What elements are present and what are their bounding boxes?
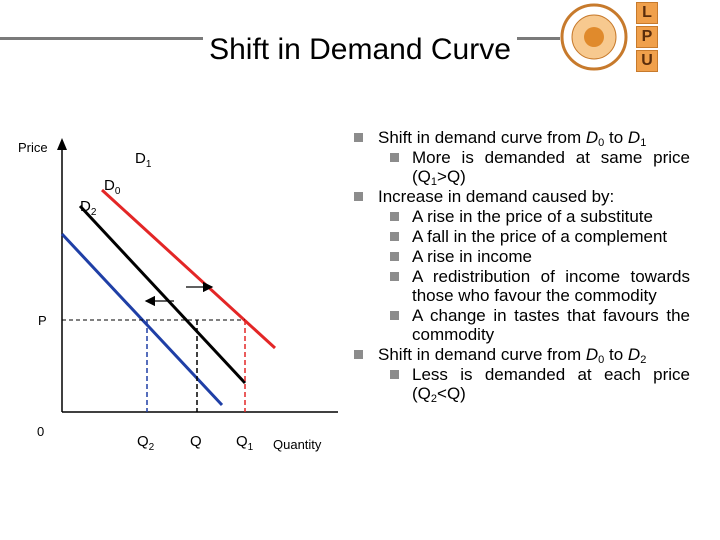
bullet-text: Shift in demand curve from bbox=[378, 128, 586, 147]
sub-bullet-item: A change in tastes that favours the comm… bbox=[350, 306, 690, 344]
label-q: Q bbox=[190, 433, 202, 450]
bullet-text: 2 bbox=[430, 393, 438, 405]
logo-letter-u: U bbox=[636, 50, 658, 72]
lpu-letters: L P U bbox=[636, 2, 658, 74]
bullet-marker-icon bbox=[390, 252, 399, 261]
bullet-text: Less is demanded at each price (Q bbox=[412, 365, 690, 403]
bullet-text: >Q) bbox=[437, 167, 466, 186]
bullet-item: Increase in demand caused by: bbox=[350, 187, 690, 206]
bullet-text: D bbox=[627, 345, 641, 364]
bullet-text: A rise in the price of a substitute bbox=[412, 207, 653, 226]
label-d1: D1 bbox=[135, 150, 152, 170]
label-d2: D2 bbox=[80, 198, 97, 218]
bullet-item: Shift in demand curve from D0 to D2 bbox=[350, 345, 690, 366]
logo-letter-l: L bbox=[636, 2, 658, 24]
sub-bullet-item: A fall in the price of a complement bbox=[350, 227, 690, 246]
slide-title-text: Shift in Demand Curve bbox=[203, 33, 517, 66]
bullet-text: D bbox=[585, 128, 599, 147]
bullet-text: Increase in demand caused by: bbox=[378, 187, 615, 206]
bullet-text: A fall in the price of a complement bbox=[412, 227, 668, 246]
label-q2: Q2 bbox=[137, 433, 155, 453]
label-q1: Q1 bbox=[236, 433, 254, 453]
bullet-marker-icon bbox=[354, 350, 363, 359]
bullet-list: Shift in demand curve from D0 to D1 More … bbox=[350, 128, 690, 405]
sub-bullet-item: A rise in income bbox=[350, 247, 690, 266]
sub-bullet-item: A rise in the price of a substitute bbox=[350, 207, 690, 226]
demand-curve-d1 bbox=[100, 188, 277, 350]
demand-curve-d0 bbox=[78, 204, 247, 385]
bullet-text: A rise in income bbox=[412, 247, 532, 266]
bullet-item: Shift in demand curve from D0 to D1 bbox=[350, 128, 690, 149]
price-label: P bbox=[38, 313, 47, 328]
sub-bullet-item: More is demanded at same price (Q1>Q) bbox=[350, 148, 690, 188]
bullet-text: to bbox=[604, 128, 628, 147]
bullet-text: D bbox=[627, 128, 641, 147]
bullet-text: 0 bbox=[598, 137, 605, 149]
bullet-text: More is demanded at same price (Q bbox=[412, 148, 690, 186]
bullet-marker-icon bbox=[390, 370, 399, 379]
slide-title: Shift in Demand Curve bbox=[0, 33, 720, 67]
y-axis-arrowhead bbox=[57, 138, 67, 150]
origin-label: 0 bbox=[37, 424, 44, 439]
label-d0: D0 bbox=[104, 177, 121, 197]
bullet-text: D bbox=[585, 345, 599, 364]
bullet-text: 1 bbox=[640, 137, 647, 149]
demand-diagram: Price Quantity 0 P D1 D0 D2 Q2 Q Q1 bbox=[18, 138, 338, 453]
bullet-text: 2 bbox=[640, 354, 647, 366]
bullet-marker-icon bbox=[354, 192, 363, 201]
sub-bullet-item: A redistribution of income towards those… bbox=[350, 267, 690, 305]
bullet-text: 1 bbox=[430, 176, 438, 188]
bullet-marker-icon bbox=[390, 212, 399, 221]
university-seal bbox=[560, 3, 628, 71]
y-axis-label: Price bbox=[18, 140, 48, 155]
bullet-text: 0 bbox=[598, 354, 605, 366]
university-logo: L P U bbox=[556, 2, 718, 72]
bullet-marker-icon bbox=[390, 311, 399, 320]
bullet-text: Shift in demand curve from bbox=[378, 345, 586, 364]
logo-letter-p: P bbox=[636, 26, 658, 48]
bullet-marker-icon bbox=[390, 232, 399, 241]
bullet-text: to bbox=[604, 345, 628, 364]
bullet-text: A redistribution of income towards those… bbox=[412, 267, 690, 305]
bullet-marker-icon bbox=[390, 272, 399, 281]
x-axis-label: Quantity bbox=[273, 437, 322, 452]
bullet-marker-icon bbox=[390, 153, 399, 162]
bullet-text: A change in tastes that favours the comm… bbox=[412, 306, 690, 344]
bullet-marker-icon bbox=[354, 133, 363, 142]
bullet-text: <Q) bbox=[437, 384, 466, 403]
sub-bullet-item: Less is demanded at each price (Q2<Q) bbox=[350, 365, 690, 405]
